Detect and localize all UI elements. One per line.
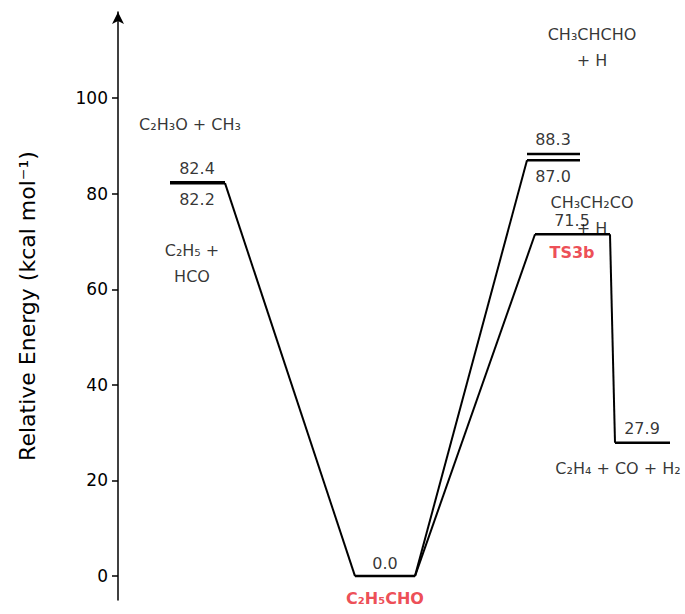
svg-text:CH₃CHCHO: CH₃CHCHO [548,25,637,44]
svg-text:C₂H₃O + CH₃: C₂H₃O + CH₃ [139,115,241,134]
svg-text:87.0: 87.0 [535,167,571,186]
svg-text:0: 0 [97,566,108,586]
svg-text:+ H: + H [577,219,608,238]
svg-text:20: 20 [86,470,108,490]
svg-text:82.2: 82.2 [179,190,215,209]
svg-text:CH₃CH₂CO: CH₃CH₂CO [551,193,634,212]
svg-text:C₂H₅CHO: C₂H₅CHO [346,589,424,608]
svg-text:Relative Energy (kcal mol⁻¹): Relative Energy (kcal mol⁻¹) [15,151,40,461]
svg-text:71.5: 71.5 [554,210,590,230]
svg-text:C₂H₅ +: C₂H₅ + [165,241,220,260]
svg-text:40: 40 [86,375,108,395]
svg-text:0.0: 0.0 [372,554,397,573]
svg-text:27.9: 27.9 [624,419,660,438]
svg-text:60: 60 [86,279,108,299]
svg-text:TS3b: TS3b [549,243,594,262]
svg-text:88.3: 88.3 [535,130,571,149]
svg-text:+ H: + H [577,51,608,70]
svg-text:C₂H₄ + CO + H₂: C₂H₄ + CO + H₂ [555,459,680,478]
svg-text:100: 100 [76,88,108,108]
svg-text:HCO: HCO [174,267,210,286]
svg-text:80: 80 [86,184,108,204]
svg-text:82.4: 82.4 [179,159,215,178]
